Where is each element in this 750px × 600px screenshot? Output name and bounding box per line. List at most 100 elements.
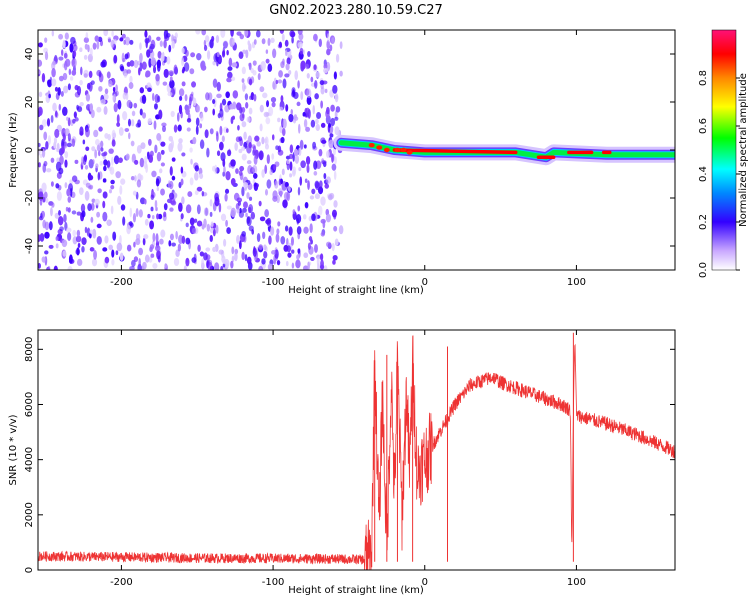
noise-speckle <box>220 265 224 270</box>
noise-speckle <box>119 234 122 245</box>
noise-speckle <box>189 93 194 102</box>
noise-speckle <box>160 53 165 62</box>
noise-speckle <box>201 258 205 268</box>
noise-speckle <box>281 33 285 42</box>
noise-speckle <box>55 147 59 152</box>
noise-speckle <box>334 93 339 103</box>
noise-speckle <box>104 88 109 95</box>
noise-speckle <box>227 66 233 71</box>
noise-speckle <box>111 258 115 266</box>
noise-speckle <box>156 36 161 41</box>
noise-speckle <box>127 118 132 127</box>
noise-speckle <box>246 216 251 224</box>
noise-speckle <box>132 213 137 223</box>
noise-speckle <box>154 103 158 110</box>
noise-speckle <box>246 256 252 265</box>
noise-speckle <box>108 189 112 194</box>
noise-speckle <box>236 102 242 111</box>
noise-speckle <box>177 124 182 132</box>
noise-speckle <box>75 235 82 243</box>
noise-speckle <box>256 233 261 243</box>
noise-speckle <box>160 141 166 147</box>
noise-speckle <box>333 225 338 232</box>
noise-speckle <box>242 49 247 54</box>
snr-x-tick-label: 100 <box>567 577 586 588</box>
noise-speckle <box>313 160 318 170</box>
signal-band-layer <box>333 134 675 166</box>
noise-speckle <box>332 254 338 261</box>
noise-speckle <box>58 75 64 82</box>
noise-speckle <box>250 211 256 220</box>
noise-speckle <box>314 93 319 100</box>
noise-speckle <box>196 204 201 215</box>
noise-speckle <box>178 202 183 213</box>
noise-speckle <box>91 258 98 267</box>
noise-speckle <box>181 68 185 74</box>
noise-speckle <box>159 238 164 245</box>
noise-speckle <box>248 62 252 67</box>
noise-speckle <box>42 196 46 203</box>
noise-speckle <box>64 58 71 67</box>
noise-speckle <box>139 42 142 51</box>
noise-speckle <box>209 199 213 207</box>
noise-speckle <box>86 82 91 90</box>
noise-speckle <box>119 37 124 42</box>
noise-speckle <box>306 88 312 99</box>
noise-speckle <box>284 39 289 47</box>
noise-speckle <box>246 160 252 165</box>
snr-series-layer <box>38 332 675 570</box>
noise-speckle <box>286 159 291 165</box>
noise-speckle <box>82 155 87 166</box>
noise-speckle <box>169 166 173 176</box>
noise-speckle <box>225 219 228 227</box>
noise-speckle <box>213 164 218 175</box>
noise-speckle <box>253 155 258 165</box>
noise-speckle <box>142 237 146 246</box>
noise-speckle <box>205 247 211 252</box>
noise-speckle <box>185 107 190 116</box>
noise-speckle <box>266 100 270 108</box>
figure-title: GN02.2023.280.10.59.C27 <box>269 3 443 18</box>
noise-speckle <box>129 39 134 45</box>
noise-speckle <box>241 153 247 161</box>
noise-speckle <box>280 235 286 245</box>
noise-speckle <box>262 231 266 240</box>
noise-speckle <box>57 215 64 226</box>
noise-speckle <box>168 180 174 190</box>
noise-speckle <box>48 244 54 249</box>
noise-speckle <box>173 258 180 267</box>
noise-speckle <box>266 154 270 165</box>
noise-speckle <box>71 210 77 215</box>
noise-speckle <box>218 202 222 213</box>
noise-speckle <box>53 265 58 270</box>
noise-speckle <box>157 51 162 59</box>
noise-speckle <box>90 80 95 85</box>
noise-speckle <box>231 76 236 82</box>
noise-speckle <box>291 249 295 254</box>
noise-speckle <box>41 148 46 158</box>
noise-speckle <box>250 91 255 101</box>
noise-speckle <box>274 180 279 189</box>
noise-speckle <box>79 126 84 136</box>
noise-speckle <box>241 186 245 197</box>
noise-speckle <box>220 30 226 38</box>
noise-speckle <box>272 190 278 200</box>
noise-speckle <box>230 30 234 37</box>
noise-speckle <box>258 150 264 161</box>
noise-speckle <box>291 262 295 269</box>
noise-speckle <box>115 84 118 93</box>
noise-speckle <box>300 91 304 101</box>
noise-speckle <box>231 255 235 263</box>
noise-speckle <box>71 175 78 183</box>
noise-speckle <box>39 232 45 242</box>
noise-speckle <box>291 36 294 44</box>
noise-speckle <box>315 118 319 125</box>
noise-speckle <box>48 221 53 231</box>
noise-speckle <box>226 227 231 235</box>
noise-speckle <box>96 236 102 245</box>
noise-speckle <box>147 118 153 125</box>
noise-speckle <box>144 254 150 263</box>
noise-speckle <box>238 240 242 250</box>
noise-speckle <box>94 35 100 42</box>
noise-speckle <box>61 145 65 154</box>
